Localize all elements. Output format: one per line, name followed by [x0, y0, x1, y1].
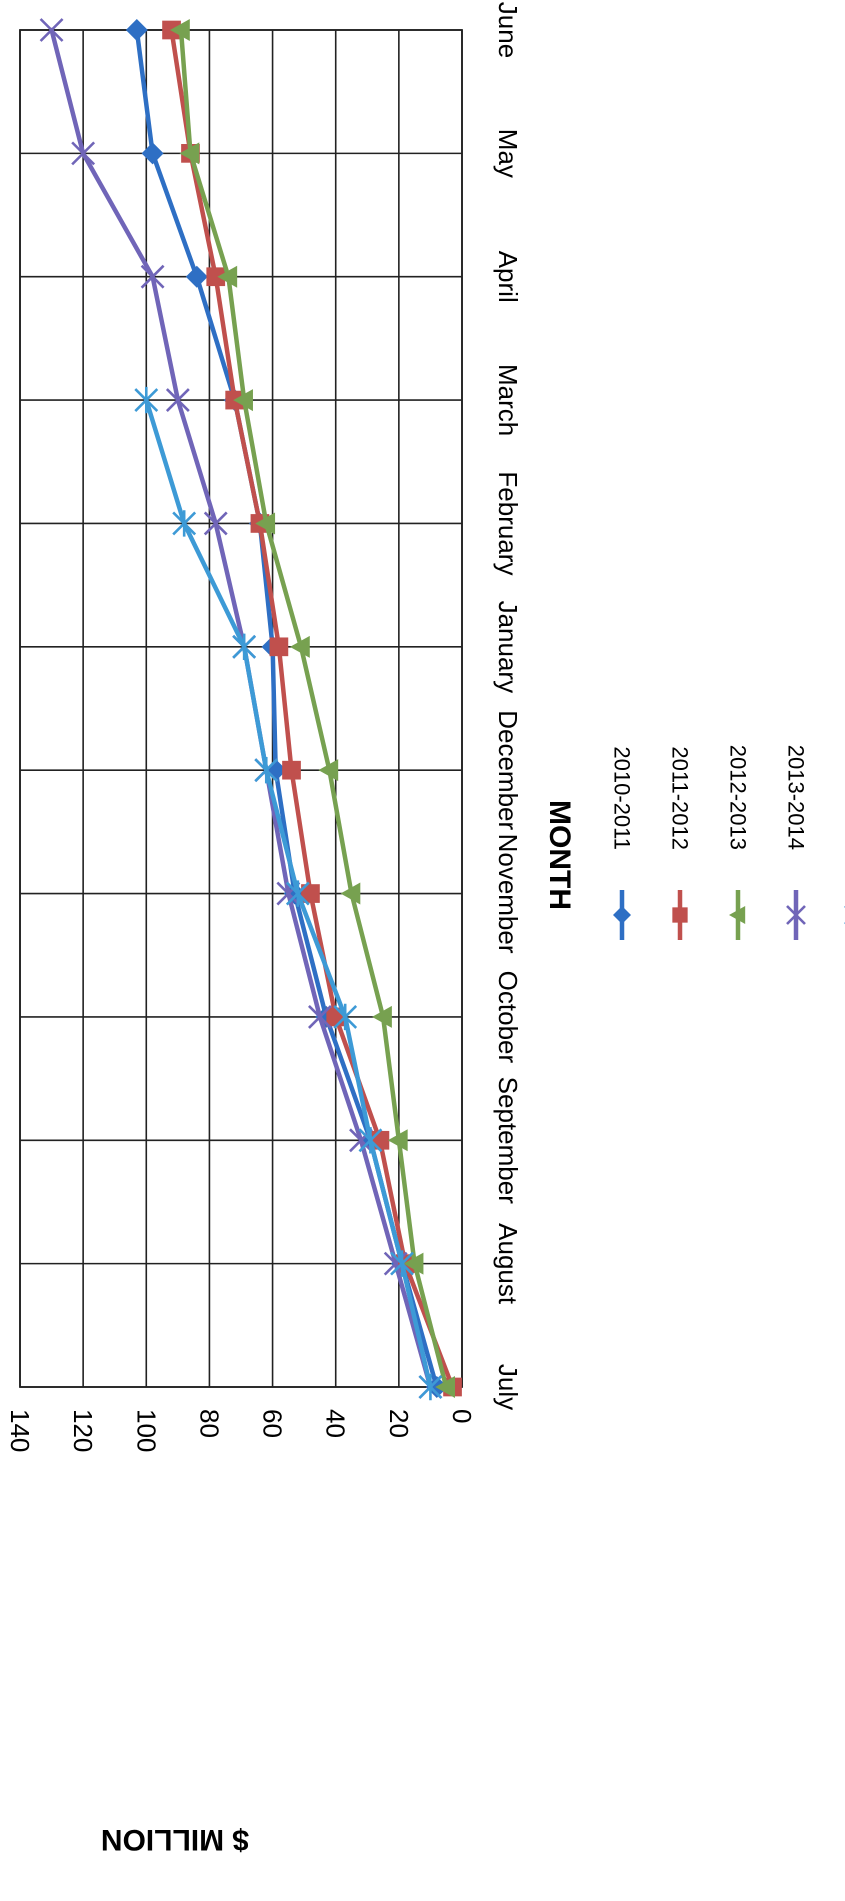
x-tick-label: September: [493, 1077, 523, 1205]
y-tick-label: 140: [5, 1409, 35, 1452]
x-tick-label: April: [493, 251, 523, 303]
y-tick-label: 120: [68, 1409, 98, 1452]
x-axis-title: MONTH: [543, 800, 576, 910]
data-point-marker: [270, 637, 289, 656]
y-tick-label: 20: [384, 1409, 414, 1438]
x-tick-label: January: [493, 601, 523, 694]
x-tick-label: October: [493, 971, 523, 1064]
y-tick-label: 40: [321, 1409, 351, 1438]
x-tick-label: June: [493, 2, 523, 58]
legend-label: 2011-2012: [668, 746, 693, 850]
x-tick-label: July: [493, 1364, 523, 1410]
data-point-marker: [672, 907, 687, 922]
data-point-marker: [282, 761, 301, 780]
y-tick-label: 0: [447, 1409, 477, 1423]
y-axis-title: $ MILLION: [101, 1823, 249, 1856]
x-tick-label: August: [493, 1223, 523, 1305]
x-tick-label: February: [493, 471, 523, 575]
y-tick-label: 60: [258, 1409, 288, 1438]
x-tick-label: March: [493, 364, 523, 436]
legend-label: 2012-2013: [726, 745, 751, 850]
x-tick-label: December: [493, 710, 523, 830]
legend-label: 2010-2011: [610, 746, 635, 850]
y-tick-label: 100: [131, 1409, 161, 1452]
legend-label: 2013-2014: [784, 745, 809, 850]
y-tick-label: 80: [194, 1409, 224, 1438]
x-tick-label: November: [493, 834, 523, 954]
legend-label: 2014-2015: [842, 745, 845, 850]
x-tick-label: May: [493, 129, 523, 178]
